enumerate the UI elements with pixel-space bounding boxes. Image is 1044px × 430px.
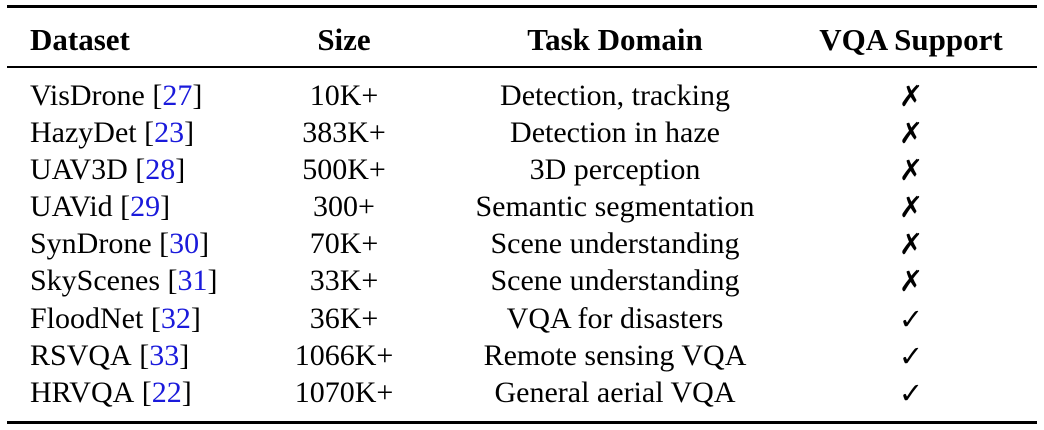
table-row: HRVQA [22] 1070K+ General aerial VQA ✓ bbox=[7, 374, 1037, 411]
citation-link[interactable]: 23 bbox=[154, 115, 185, 149]
table-row: UAVid [29] 300+ Semantic segmentation ✗ bbox=[7, 188, 1037, 225]
size-cell: 1066K+ bbox=[294, 338, 394, 372]
table-row: HazyDet [23] 383K+ Detection in haze ✗ bbox=[7, 114, 1037, 151]
task-domain-cell: Remote sensing VQA bbox=[483, 338, 747, 372]
size-cell: 10K+ bbox=[309, 78, 379, 112]
cross-mark-icon: ✗ bbox=[898, 78, 924, 113]
citation-link[interactable]: 32 bbox=[160, 301, 191, 335]
task-domain-cell: Semantic segmentation bbox=[475, 189, 755, 223]
dataset-cell: UAV3D [28] bbox=[30, 152, 186, 186]
table-row: VisDrone [27] 10K+ Detection, tracking ✗ bbox=[7, 77, 1037, 114]
vqa-support-cell: ✗ bbox=[805, 77, 1017, 114]
task-domain-cell: Scene understanding bbox=[490, 263, 740, 297]
size-cell: 1070K+ bbox=[294, 375, 394, 409]
citation-link[interactable]: 22 bbox=[151, 375, 182, 409]
vqa-support-cell: ✗ bbox=[805, 262, 1017, 299]
task-domain-cell: General aerial VQA bbox=[494, 375, 736, 409]
dataset-cell: HRVQA [22] bbox=[30, 375, 192, 409]
size-cell: 33K+ bbox=[309, 263, 379, 297]
check-mark-icon: ✓ bbox=[898, 375, 924, 410]
citation-link[interactable]: 27 bbox=[162, 78, 193, 112]
table-row: FloodNet [32] 36K+ VQA for disasters ✓ bbox=[7, 300, 1037, 337]
dataset-cell: FloodNet [32] bbox=[30, 301, 201, 335]
dataset-cell: SynDrone [30] bbox=[30, 226, 210, 260]
table-row: SynDrone [30] 70K+ Scene understanding ✗ bbox=[7, 225, 1037, 262]
table-header-row: Dataset Size Task Domain VQA Support bbox=[7, 17, 1037, 63]
check-mark-icon: ✓ bbox=[898, 338, 924, 373]
size-cell: 383K+ bbox=[302, 115, 386, 149]
size-cell: 70K+ bbox=[309, 226, 379, 260]
cross-mark-icon: ✗ bbox=[898, 152, 924, 187]
cross-mark-icon: ✗ bbox=[898, 115, 924, 150]
check-mark-icon: ✓ bbox=[898, 301, 924, 336]
citation-link[interactable]: 30 bbox=[169, 226, 200, 260]
dataset-name: UAVid bbox=[30, 189, 113, 223]
table-row: UAV3D [28] 500K+ 3D perception ✗ bbox=[7, 151, 1037, 188]
dataset-name: HazyDet bbox=[30, 115, 137, 149]
dataset-name: VisDrone bbox=[30, 78, 145, 112]
vqa-support-cell: ✗ bbox=[805, 225, 1017, 262]
header-dataset: Dataset bbox=[30, 22, 130, 57]
dataset-cell: SkyScenes [31] bbox=[30, 263, 218, 297]
vqa-support-cell: ✗ bbox=[805, 188, 1017, 225]
dataset-cell: UAVid [29] bbox=[30, 189, 171, 223]
citation-link[interactable]: 29 bbox=[130, 189, 161, 223]
header-task-domain: Task Domain bbox=[527, 22, 703, 57]
cross-mark-icon: ✗ bbox=[898, 226, 924, 261]
dataset-cell: RSVQA [33] bbox=[30, 338, 190, 372]
dataset-cell: HazyDet [23] bbox=[30, 115, 195, 149]
vqa-support-cell: ✓ bbox=[805, 337, 1017, 374]
task-domain-cell: 3D perception bbox=[529, 152, 701, 186]
task-domain-cell: Detection in haze bbox=[510, 115, 720, 149]
dataset-name: SynDrone bbox=[30, 226, 152, 260]
bottom-rule bbox=[7, 421, 1037, 424]
dataset-name: UAV3D bbox=[30, 152, 128, 186]
header-vqa-support: VQA Support bbox=[819, 22, 1003, 57]
vqa-support-cell: ✗ bbox=[805, 151, 1017, 188]
citation-link[interactable]: 33 bbox=[149, 338, 180, 372]
dataset-name: RSVQA bbox=[30, 338, 132, 372]
cross-mark-icon: ✗ bbox=[898, 189, 924, 224]
vqa-support-cell: ✗ bbox=[805, 114, 1017, 151]
header-size: Size bbox=[317, 22, 371, 57]
size-cell: 500K+ bbox=[302, 152, 386, 186]
table-row: SkyScenes [31] 33K+ Scene understanding ✗ bbox=[7, 262, 1037, 299]
top-rule bbox=[7, 5, 1037, 8]
dataset-name: HRVQA bbox=[30, 375, 135, 409]
task-domain-cell: Detection, tracking bbox=[500, 78, 730, 112]
dataset-cell: VisDrone [27] bbox=[30, 78, 203, 112]
task-domain-cell: Scene understanding bbox=[490, 226, 740, 260]
vqa-support-cell: ✓ bbox=[805, 374, 1017, 411]
citation-link[interactable]: 28 bbox=[145, 152, 176, 186]
size-cell: 36K+ bbox=[309, 301, 379, 335]
citation-link[interactable]: 31 bbox=[177, 263, 208, 297]
table-row: RSVQA [33] 1066K+ Remote sensing VQA ✓ bbox=[7, 337, 1037, 374]
cross-mark-icon: ✗ bbox=[898, 263, 924, 298]
dataset-name: SkyScenes bbox=[30, 263, 160, 297]
dataset-name: FloodNet bbox=[30, 301, 144, 335]
header-rule bbox=[7, 66, 1037, 68]
vqa-support-cell: ✓ bbox=[805, 300, 1017, 337]
task-domain-cell: VQA for disasters bbox=[506, 301, 724, 335]
size-cell: 300+ bbox=[313, 189, 375, 223]
